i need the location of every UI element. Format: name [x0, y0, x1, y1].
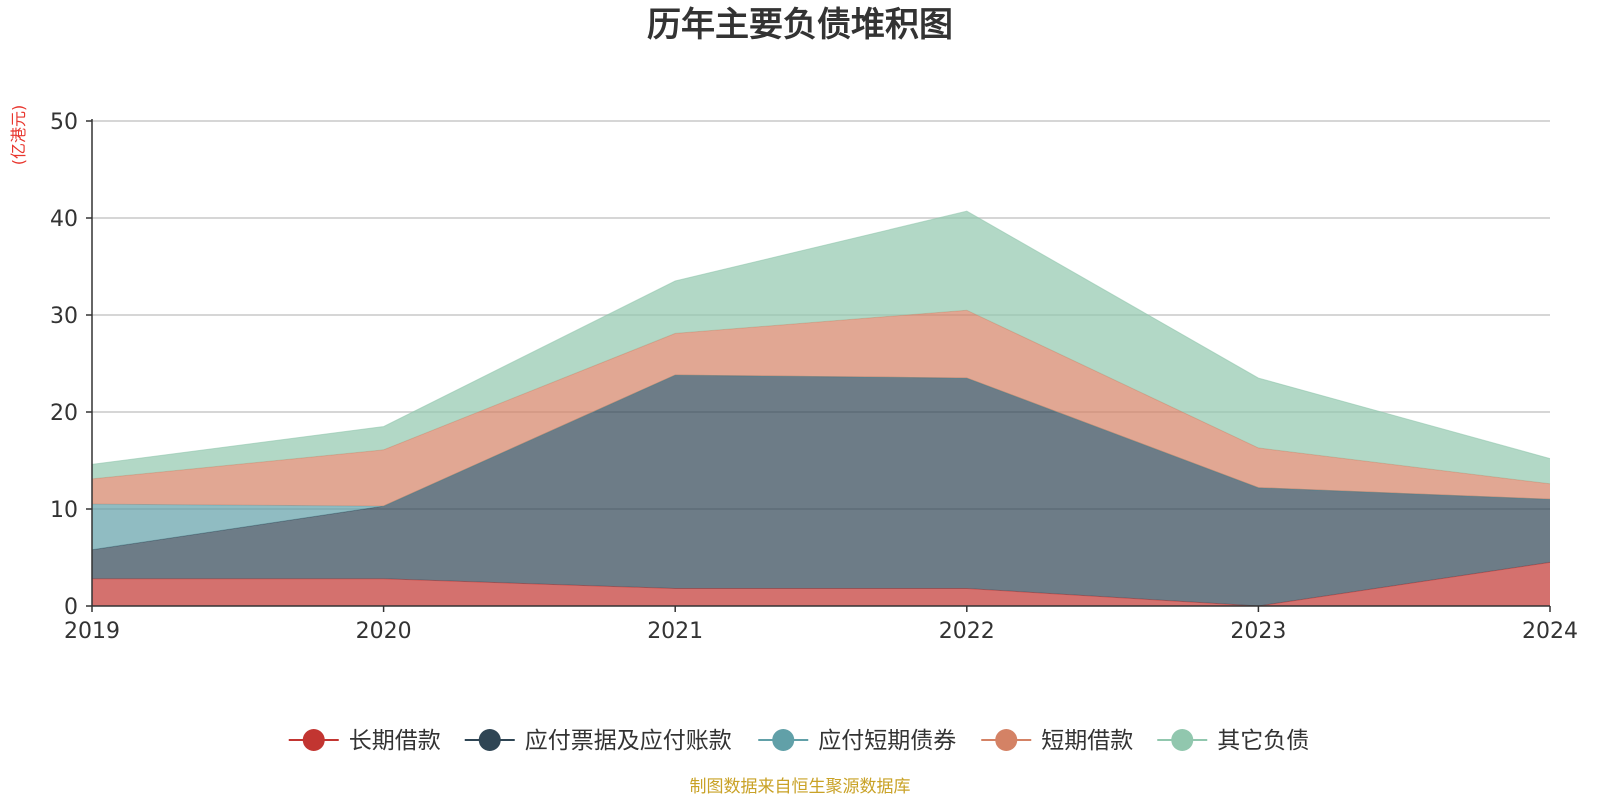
y-tick-label: 40 — [50, 207, 78, 232]
x-tick-label: 2019 — [64, 619, 120, 644]
data-source-note: 制图数据来自恒生聚源数据库 — [690, 777, 911, 797]
y-tick-label: 20 — [50, 401, 78, 426]
area-series — [92, 375, 1550, 606]
y-tick-label: 50 — [50, 110, 78, 135]
legend: 长期借款 应付票据及应付账款 应付短期债券 短期借款 其它负债 — [288, 728, 1309, 754]
legend-label: 应付票据及应付账款 — [525, 728, 732, 754]
legend-label: 其它负债 — [1217, 728, 1309, 754]
area-series — [92, 562, 1550, 606]
legend-circle-icon — [772, 729, 795, 751]
legend-item[interactable]: 应付短期债券 — [758, 728, 956, 754]
x-tick-label: 2024 — [1522, 619, 1578, 644]
y-tick-label: 10 — [50, 498, 78, 523]
chart-title: 历年主要负债堆积图 — [647, 5, 953, 45]
area-series — [92, 310, 1550, 507]
legend-circle-icon — [302, 729, 325, 751]
legend-item[interactable]: 长期借款 — [288, 728, 441, 754]
area-series-layer — [91, 210, 1551, 607]
legend-label: 短期借款 — [1041, 728, 1133, 754]
x-tick-label: 2020 — [356, 619, 412, 644]
legend-item[interactable]: 应付票据及应付账款 — [464, 728, 732, 754]
x-tick-label: 2023 — [1230, 619, 1286, 644]
legend-circle-icon — [1171, 729, 1194, 751]
y-tick-label: 0 — [64, 595, 78, 620]
legend-label: 应付短期债券 — [818, 728, 956, 754]
legend-item[interactable]: 其它负债 — [1157, 728, 1309, 754]
legend-circle-icon — [995, 729, 1018, 751]
y-axis-unit-label: (亿港元) — [9, 105, 28, 166]
area-series-line — [91, 210, 1551, 465]
y-tick-label: 30 — [50, 304, 78, 329]
legend-label: 长期借款 — [349, 728, 441, 754]
area-series — [92, 211, 1550, 484]
x-tick-label: 2022 — [939, 619, 995, 644]
x-tick-label: 2021 — [647, 619, 703, 644]
legend-item[interactable]: 短期借款 — [981, 728, 1133, 754]
legend-circle-icon — [478, 729, 501, 751]
axes: 0 10 20 30 40 50 2019 2020 2021 2022 2023 2024 — [50, 110, 1578, 644]
